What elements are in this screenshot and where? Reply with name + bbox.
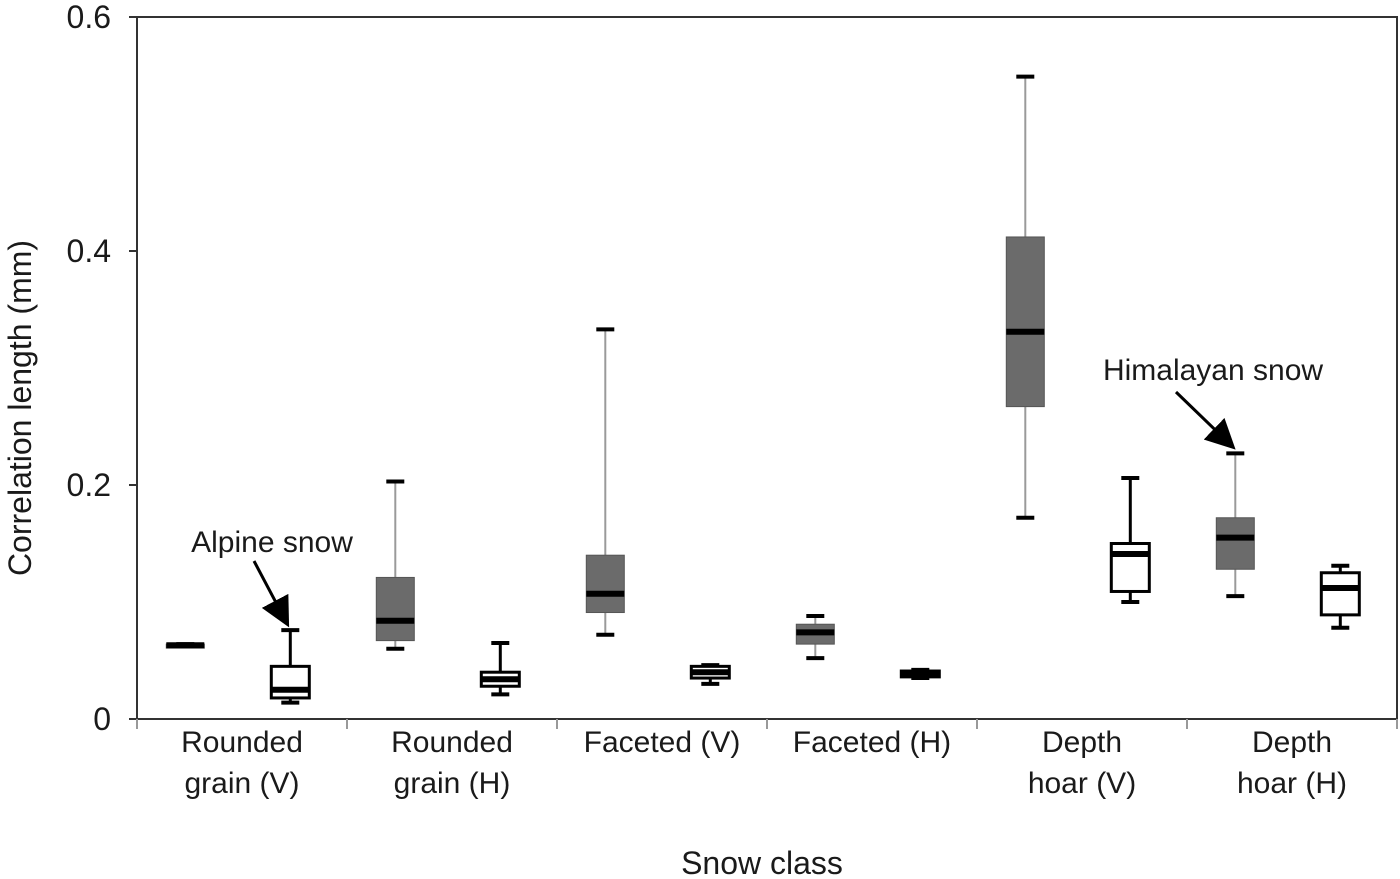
annotation-label: Alpine snow — [191, 526, 353, 559]
box-body — [1005, 236, 1045, 408]
category-label: Rounded — [391, 726, 513, 759]
category-label: Faceted (V) — [584, 726, 741, 759]
box-himalayan-3 — [899, 667, 941, 681]
category-label: Rounded — [181, 726, 303, 759]
y-axis-title: Correlation length (mm) — [2, 240, 38, 576]
box-himalayan-0 — [269, 628, 311, 705]
plot-area — [165, 74, 1361, 705]
category-label: hoar (V) — [1028, 767, 1136, 800]
category-label: Faceted (H) — [793, 726, 951, 759]
y-tick-label: 0 — [93, 701, 111, 737]
annotations: Alpine snow Himalayan snow — [191, 354, 1323, 628]
axis-labels: 0 0.2 0.4 0.6 Rounded grain (V) Rounded grain (… — [2, 0, 1347, 879]
axes — [129, 16, 1398, 729]
y-tick-label: 0.6 — [67, 0, 111, 35]
box-alpine-3 — [795, 614, 835, 661]
box-alpine-1 — [375, 479, 415, 651]
box-alpine-4 — [1005, 74, 1045, 520]
box-body — [1215, 517, 1255, 570]
box-body — [269, 664, 311, 700]
box-body — [585, 554, 625, 614]
annotation-label: Himalayan snow — [1103, 354, 1323, 387]
box-body — [1109, 542, 1151, 593]
box-himalayan-5 — [1319, 563, 1361, 630]
category-label: grain (H) — [394, 767, 511, 800]
annotation-arrow — [1174, 390, 1236, 450]
category-label: Depth — [1042, 726, 1122, 759]
category-label: Depth — [1252, 726, 1332, 759]
box-alpine-0 — [165, 642, 205, 649]
category-label: hoar (H) — [1237, 767, 1347, 800]
y-tick-label: 0.2 — [67, 467, 111, 503]
box-alpine-5 — [1215, 451, 1255, 599]
y-tick-label: 0.4 — [67, 233, 111, 269]
box-himalayan-1 — [479, 640, 521, 697]
box-himalayan-2 — [689, 663, 731, 686]
annotation-arrow — [252, 560, 290, 628]
category-label: grain (V) — [184, 767, 299, 800]
x-axis-title: Snow class — [681, 845, 843, 879]
box-alpine-2 — [585, 327, 625, 637]
box-body — [375, 576, 415, 642]
box-body — [1319, 571, 1361, 617]
box-himalayan-4 — [1109, 475, 1151, 604]
